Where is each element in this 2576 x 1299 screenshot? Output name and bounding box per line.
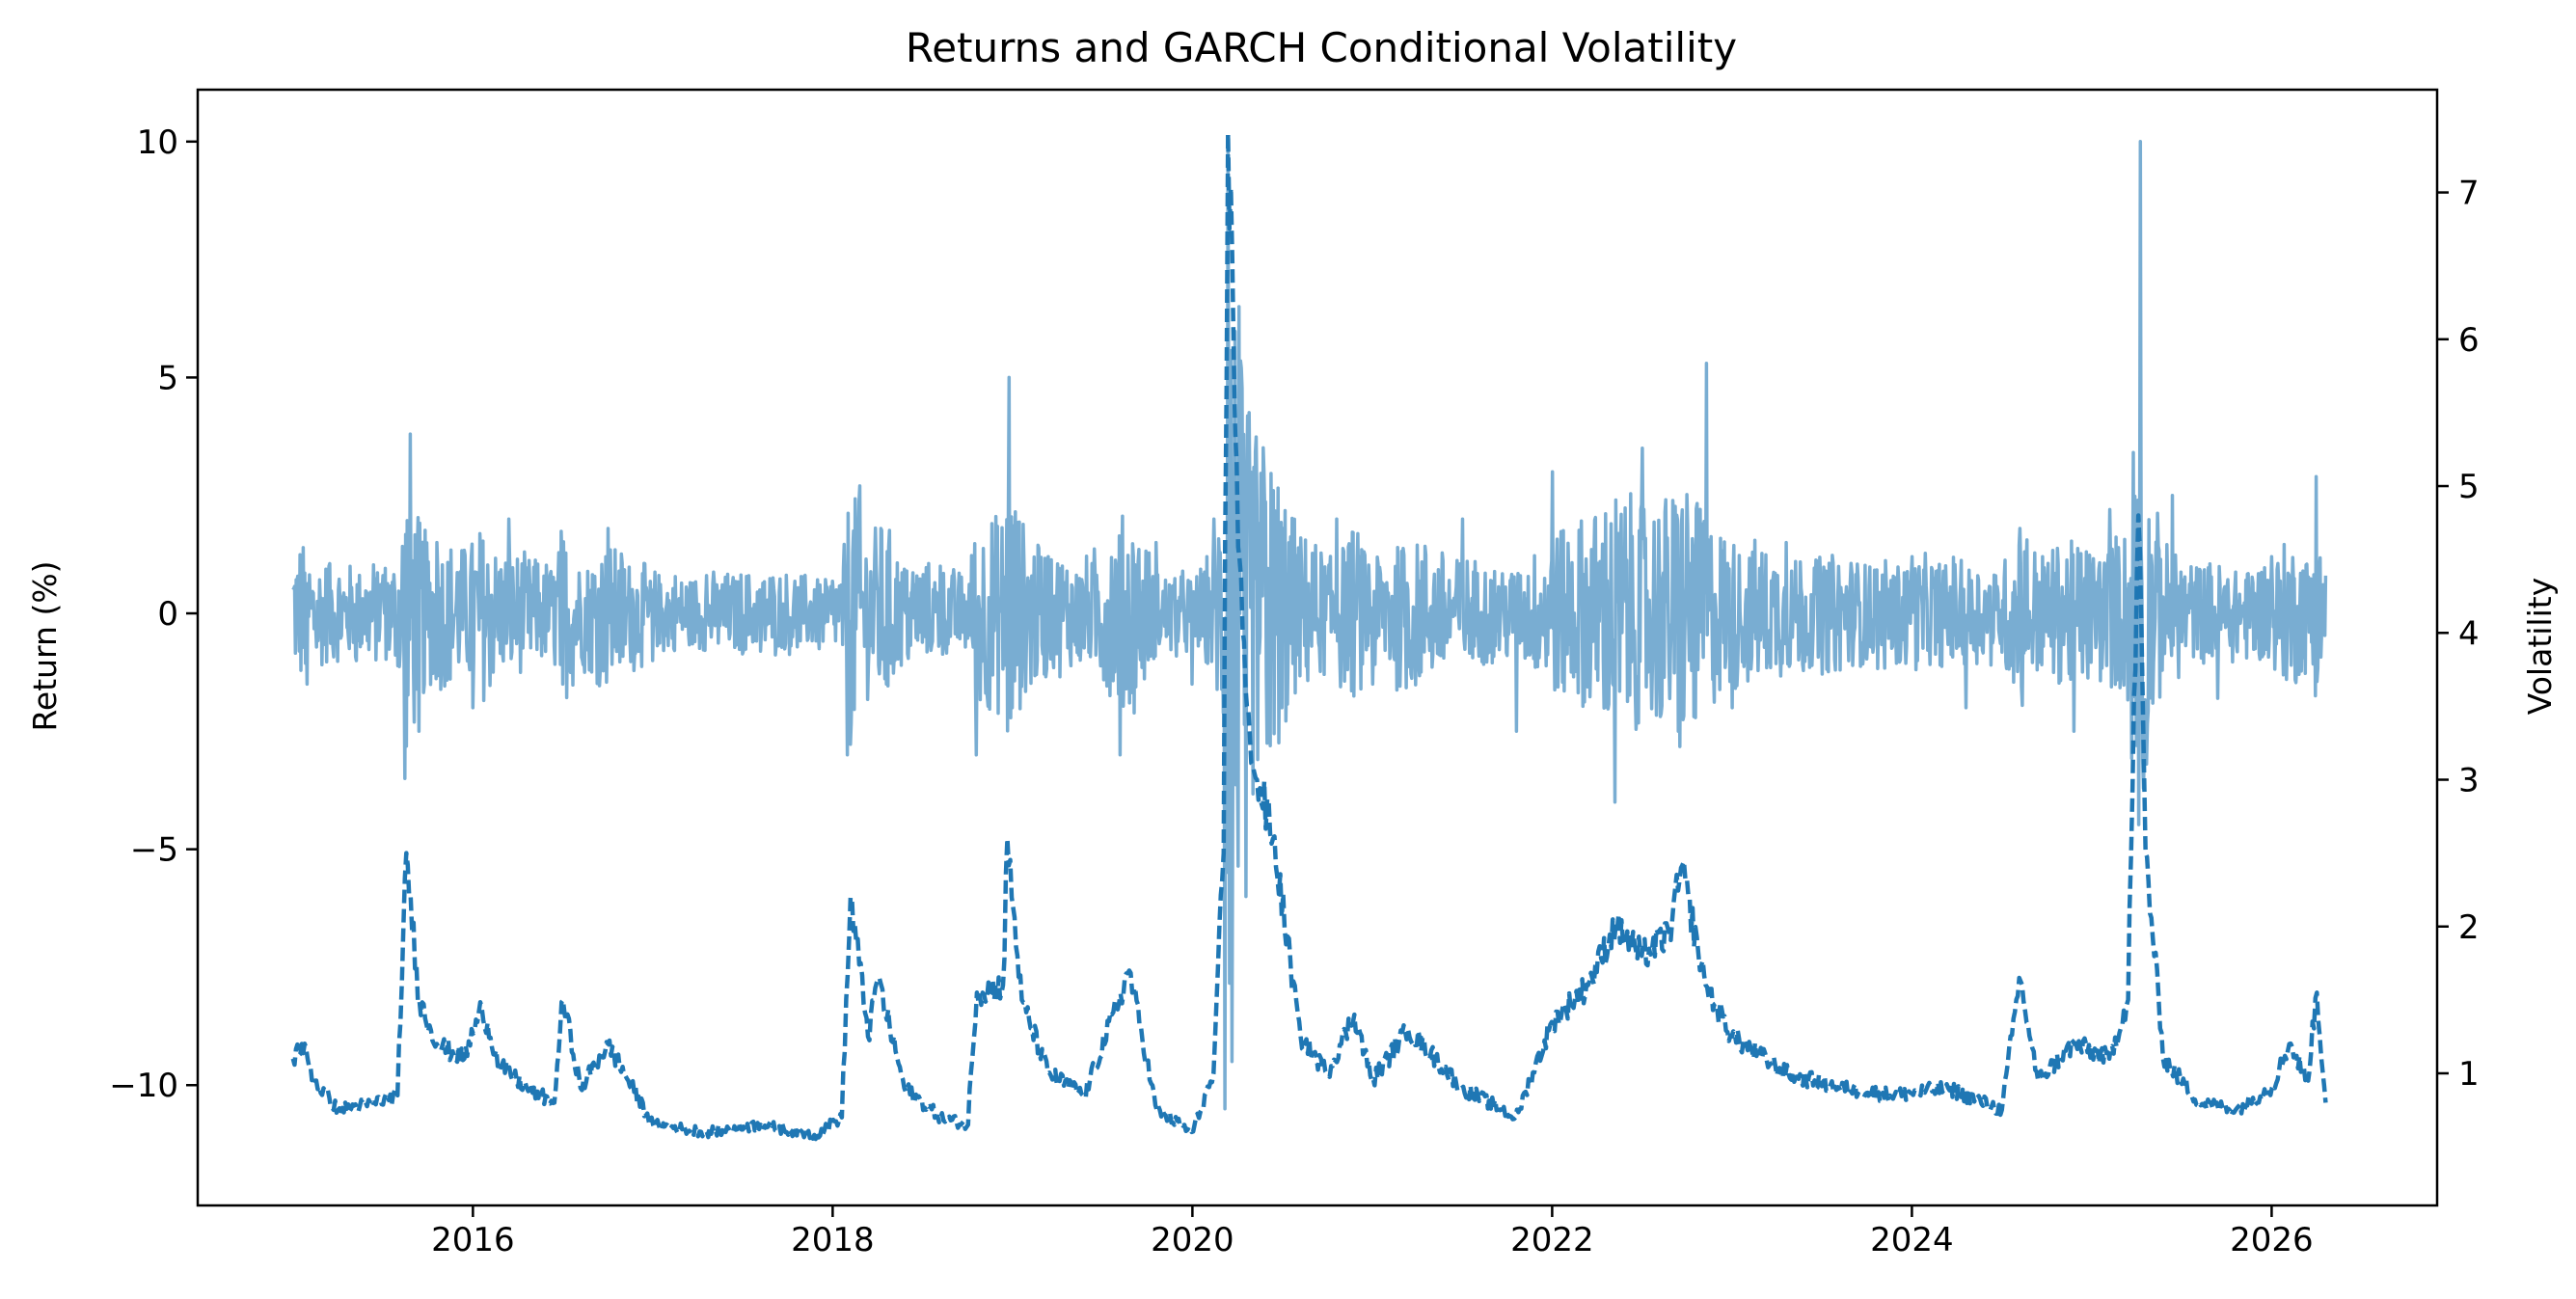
y-left-tick-label: −5	[130, 831, 178, 870]
returns-series-line	[291, 140, 2328, 1111]
y-left-tick-label: −10	[109, 1067, 178, 1105]
y-right-tick-label: 1	[2458, 1055, 2480, 1094]
x-tick-label: 2020	[1151, 1221, 1234, 1259]
x-tick-label: 2024	[1870, 1221, 1954, 1259]
axes-layer: 2016 2018 2020 2022 2024 2026 −10 −5 0 5 10 1 2 3 4 5 6 7	[109, 88, 2480, 1259]
y-right-tick-label: 2	[2458, 908, 2480, 947]
y-left-tick-label: 0	[157, 595, 178, 634]
y-right-tick-label: 5	[2458, 468, 2480, 506]
x-tick-label: 2026	[2230, 1221, 2314, 1259]
y-axis-right-label: Volatility	[2521, 578, 2559, 716]
x-tick-label: 2016	[431, 1221, 515, 1259]
axes-frame	[196, 88, 2439, 1207]
y-axis-left-label: Return (%)	[26, 560, 64, 731]
chart-title: Returns and GARCH Conditional Volatility	[906, 24, 1737, 71]
y-right-tick-label: 7	[2458, 175, 2480, 213]
y-right-tick-label: 4	[2458, 614, 2480, 653]
y-right-tick-label: 6	[2458, 321, 2480, 360]
y-left-tick-label: 5	[157, 359, 178, 397]
volatility-series-line	[290, 131, 2328, 1142]
series-layer	[290, 131, 2328, 1142]
x-tick-label: 2022	[1510, 1221, 1594, 1259]
y-right-tick-label: 3	[2458, 762, 2480, 800]
x-tick-label: 2018	[791, 1221, 875, 1259]
y-left-tick-label: 10	[137, 123, 178, 162]
